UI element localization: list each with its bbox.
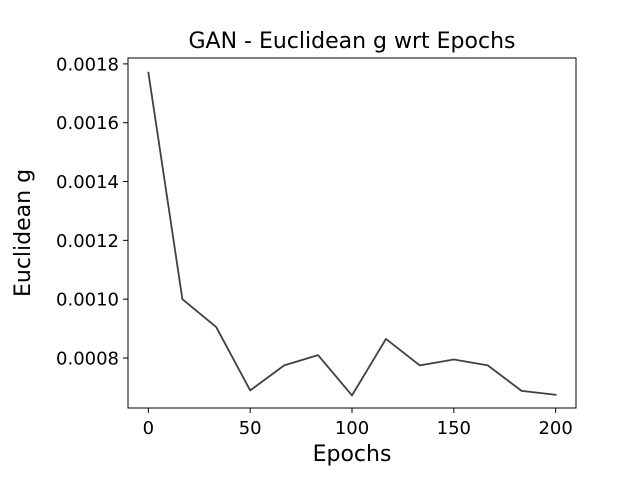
x-tick-label: 200 bbox=[538, 418, 572, 439]
x-tick-label: 150 bbox=[437, 418, 471, 439]
y-tick-label: 0.0010 bbox=[56, 290, 119, 311]
x-axis-label: Epochs bbox=[313, 442, 392, 467]
series-line-0 bbox=[147, 71, 557, 397]
y-axis-label: Euclidean g bbox=[11, 169, 36, 297]
chart-title: GAN - Euclidean g wrt Epochs bbox=[188, 29, 515, 54]
y-tick-label: 0.0018 bbox=[56, 54, 119, 75]
y-tick-label: 0.0008 bbox=[56, 349, 119, 370]
y-tick-label: 0.0016 bbox=[56, 113, 119, 134]
y-tick-label: 0.0014 bbox=[56, 172, 119, 193]
x-tick-label: 100 bbox=[335, 418, 369, 439]
x-tick-label: 0 bbox=[143, 418, 154, 439]
y-tick-label: 0.0012 bbox=[56, 231, 119, 252]
plot-area: 0 50 100 150 200 0.0008 0.0010 0.0012 0.0014 0.00… bbox=[56, 54, 577, 439]
x-tick-label: 50 bbox=[239, 418, 262, 439]
